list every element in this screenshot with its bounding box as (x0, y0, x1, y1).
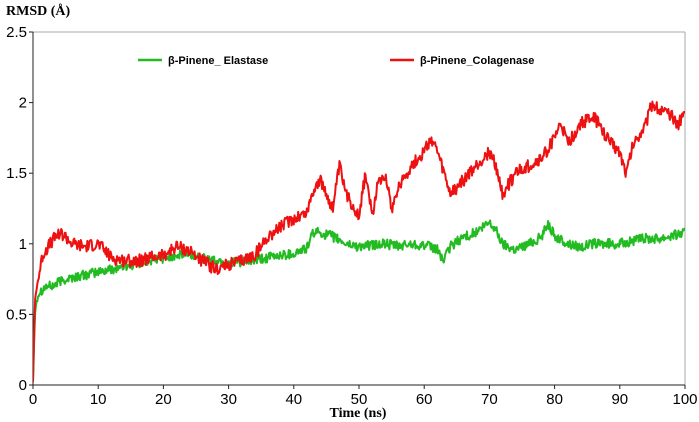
y-tick-label: 2 (19, 95, 27, 112)
x-tick-label: 80 (546, 391, 563, 408)
y-tick-label: 0.5 (6, 306, 27, 323)
x-axis-title: Time (ns) (330, 406, 387, 421)
x-tick-label: 70 (481, 391, 498, 408)
x-tick-label: 0 (29, 391, 37, 408)
y-tick-label: 1.5 (6, 165, 27, 182)
plot-area (32, 31, 686, 386)
legend-label-2: β-Pinene_Colagenase (420, 55, 534, 67)
x-tick-label: 10 (90, 391, 107, 408)
y-axis-title: RMSD (Å) (6, 3, 70, 19)
x-tick-label: 50 (351, 391, 368, 408)
y-tick-label: 0 (19, 377, 27, 394)
x-tick-label: 20 (155, 391, 172, 408)
series-line-1 (33, 219, 685, 383)
y-tick-label: 2.5 (6, 24, 27, 41)
x-tick-label: 60 (416, 391, 433, 408)
y-tick-label: 1 (19, 236, 27, 253)
legend: β-Pinene_ Elastase β-Pinene_Colagenase (138, 55, 534, 67)
x-tick-label: 90 (611, 391, 628, 408)
series-lines (33, 100, 685, 383)
y-axis: 0 0.5 1 1.5 2 2.5 (6, 24, 33, 394)
x-tick-label: 30 (220, 391, 237, 408)
x-tick-label: 40 (285, 391, 302, 408)
x-tick-label: 100 (672, 391, 697, 408)
series-line-2 (33, 100, 685, 383)
legend-label-1: β-Pinene_ Elastase (168, 55, 268, 67)
x-axis: 0 10 20 30 40 50 60 70 80 90 100 (29, 385, 698, 408)
